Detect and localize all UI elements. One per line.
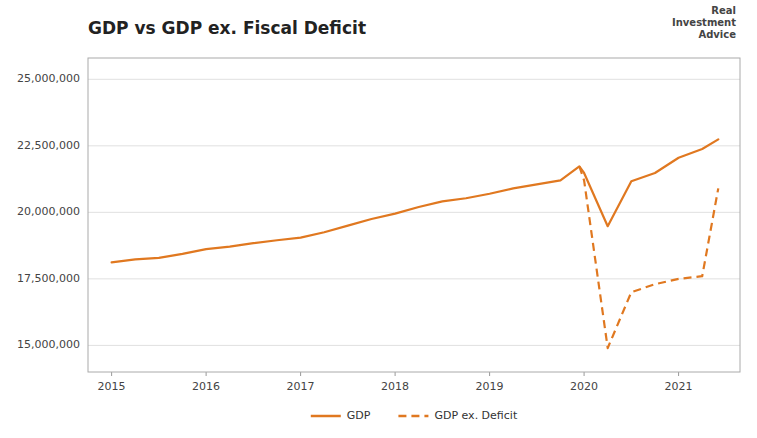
x-tick	[489, 372, 490, 376]
grid-line	[88, 79, 740, 80]
watermark-line: Real	[711, 5, 736, 16]
series-line	[112, 139, 719, 262]
grid-line	[88, 278, 740, 279]
y-tick-label: 25,000,000	[17, 72, 80, 85]
y-tick-label: 20,000,000	[17, 205, 80, 218]
grid-line	[88, 145, 740, 146]
watermark: RealInvestmentAdvice	[672, 5, 736, 40]
background	[0, 0, 757, 438]
x-tick	[678, 372, 679, 376]
legend-label: GDP ex. Deficit	[434, 409, 517, 422]
x-tick	[584, 372, 585, 376]
watermark-line: Advice	[698, 29, 736, 40]
chart: 15,000,000 17,500,000 20,000,000 22,500,000…	[0, 0, 757, 438]
x-tick-label: 2017	[287, 380, 315, 393]
watermark-line: Investment	[672, 17, 736, 28]
legend-label: GDP	[347, 409, 371, 422]
y-tick-label: 15,000,000	[17, 338, 80, 351]
y-tick-label: 22,500,000	[17, 139, 80, 152]
title: GDP vs GDP ex. Fiscal Deficit	[88, 18, 366, 38]
legend: GDP GDP ex. Deficit	[311, 409, 518, 422]
plot-area	[112, 139, 719, 348]
x-tick-label: 2018	[381, 380, 409, 393]
legend-item: GDP	[311, 409, 371, 422]
x-tick-label: 2016	[192, 380, 220, 393]
legend-swatch	[398, 415, 428, 418]
grid-line	[88, 345, 740, 346]
x-tick-label: 2021	[665, 380, 693, 393]
plot-frame	[88, 58, 740, 372]
legend-swatch	[311, 415, 341, 418]
x-tick	[111, 372, 112, 376]
x-tick-label: 2020	[570, 380, 598, 393]
x-tick-label: 2019	[476, 380, 504, 393]
x-tick	[300, 372, 301, 376]
x-tick	[206, 372, 207, 376]
grid-line	[88, 212, 740, 213]
series-line	[579, 166, 718, 348]
legend-item: GDP ex. Deficit	[398, 409, 517, 422]
y-tick-label: 17,500,000	[17, 272, 80, 285]
x-tick-label: 2015	[98, 380, 126, 393]
x-tick	[395, 372, 396, 376]
